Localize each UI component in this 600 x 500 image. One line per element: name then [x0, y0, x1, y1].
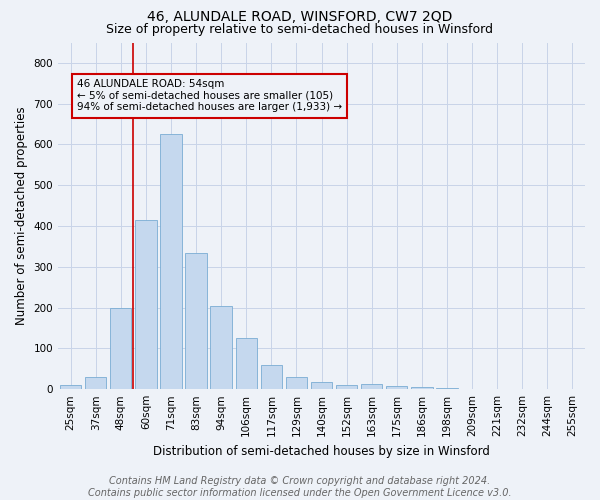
- Bar: [260, 364, 282, 389]
- Text: 46, ALUNDALE ROAD, WINSFORD, CW7 2QD: 46, ALUNDALE ROAD, WINSFORD, CW7 2QD: [148, 10, 452, 24]
- Bar: [336, 385, 357, 389]
- X-axis label: Distribution of semi-detached houses by size in Winsford: Distribution of semi-detached houses by …: [153, 444, 490, 458]
- Text: Contains HM Land Registry data © Crown copyright and database right 2024.
Contai: Contains HM Land Registry data © Crown c…: [88, 476, 512, 498]
- Bar: [286, 377, 307, 389]
- Y-axis label: Number of semi-detached properties: Number of semi-detached properties: [15, 106, 28, 325]
- Bar: [236, 338, 257, 389]
- Bar: [211, 306, 232, 389]
- Bar: [85, 377, 106, 389]
- Bar: [60, 385, 81, 389]
- Bar: [436, 388, 458, 389]
- Bar: [411, 386, 433, 389]
- Bar: [361, 384, 382, 389]
- Bar: [185, 252, 207, 389]
- Bar: [386, 386, 407, 389]
- Bar: [311, 382, 332, 389]
- Bar: [110, 308, 131, 389]
- Bar: [135, 220, 157, 389]
- Text: Size of property relative to semi-detached houses in Winsford: Size of property relative to semi-detach…: [107, 22, 493, 36]
- Bar: [160, 134, 182, 389]
- Text: 46 ALUNDALE ROAD: 54sqm
← 5% of semi-detached houses are smaller (105)
94% of se: 46 ALUNDALE ROAD: 54sqm ← 5% of semi-det…: [77, 79, 342, 112]
